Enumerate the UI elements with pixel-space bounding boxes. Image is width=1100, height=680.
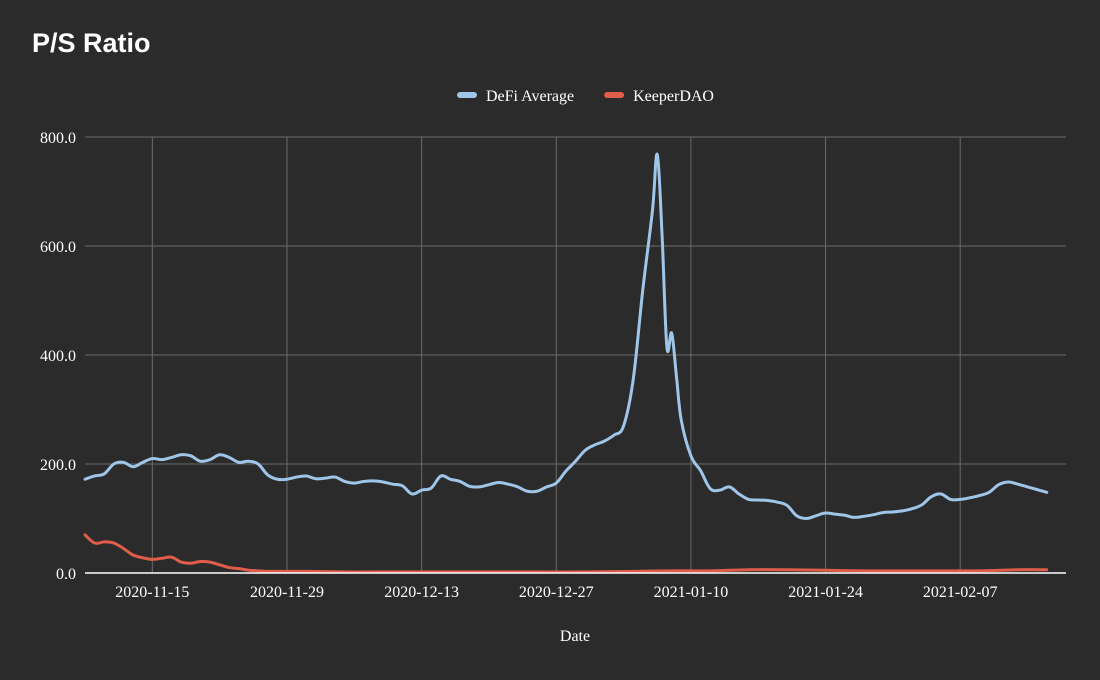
y-tick-label: 200.0 (40, 457, 76, 474)
keeperdao-line (83, 533, 1049, 574)
x-axis-title: Date (560, 628, 590, 645)
defi-average-line (83, 152, 1049, 520)
x-tick-label: 2020-11-15 (115, 584, 189, 601)
legend: DeFi Average KeeperDAO (457, 88, 714, 105)
x-tick-label: 2020-12-13 (384, 584, 459, 601)
series-layer (83, 152, 1049, 574)
y-tick-label: 400.0 (40, 348, 76, 365)
x-tick-label: 2020-12-27 (519, 584, 594, 601)
x-tick-label: 2021-01-10 (654, 584, 729, 601)
y-tick-label: 0.0 (56, 566, 76, 583)
legend-swatch-keeperdao (604, 92, 625, 98)
legend-label-defi-average: DeFi Average (486, 88, 574, 105)
axes: 0.0 200.0 400.0 600.0 800.0 2020-11-15 2020-11… (40, 130, 1066, 601)
x-tick-label: 2021-02-07 (923, 584, 998, 601)
y-tick-label: 600.0 (40, 239, 76, 256)
x-tick-label: 2020-11-29 (250, 584, 324, 601)
chart-title: P/S Ratio (32, 28, 151, 58)
legend-swatch-defi-average (457, 92, 478, 98)
x-tick-label: 2021-01-24 (788, 584, 863, 601)
y-tick-label: 800.0 (40, 130, 76, 147)
legend-label-keeperdao: KeeperDAO (633, 88, 714, 105)
